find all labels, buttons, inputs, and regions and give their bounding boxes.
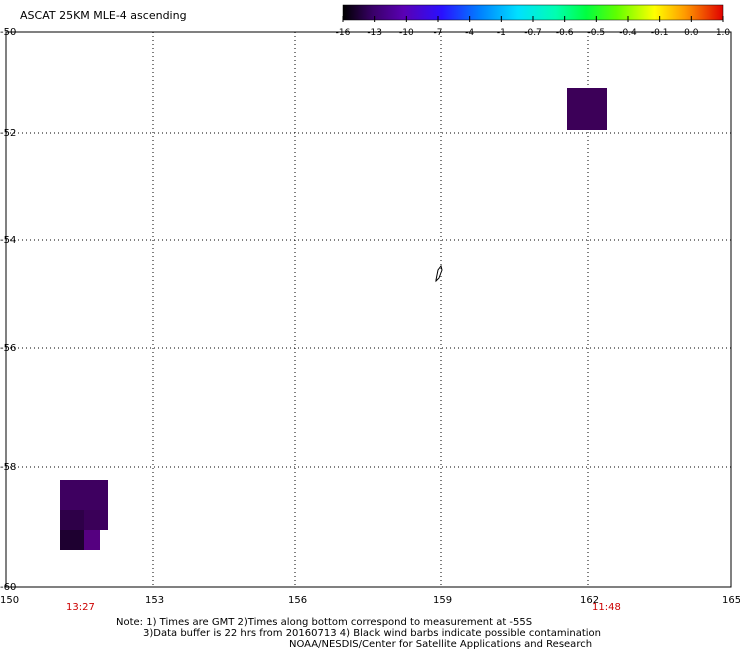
- lon-label: 162: [580, 595, 600, 606]
- colorbar-tick-label: 0.0: [684, 28, 699, 38]
- data-cell: [84, 510, 100, 530]
- lon-label: 150: [0, 595, 20, 606]
- lon-label: 156: [288, 595, 308, 606]
- lat-label: -54: [0, 235, 17, 246]
- grid-lines: [6, 32, 731, 587]
- colorbar-tick-label: -1: [497, 28, 506, 38]
- colorbar: -16 -13 -10 -7 -4 -1 -0.7 -0.6 -0.5 -0.4 -0.1 0.0 1.…: [336, 4, 731, 38]
- lat-label: -50: [0, 27, 17, 38]
- wind-data-cells: [60, 88, 607, 550]
- colorbar-tick-label: -0.7: [524, 28, 542, 38]
- colorbar-tick-label: -0.6: [556, 28, 574, 38]
- colorbar-tick-label: -10: [399, 28, 414, 38]
- note-line-3: NOAA/NESDIS/Center for Satellite Applica…: [289, 639, 593, 650]
- lat-label: -56: [0, 343, 17, 354]
- colorbar-tick-label: -0.4: [619, 28, 637, 38]
- time-label: 13:27: [66, 602, 95, 613]
- data-cell: [567, 88, 607, 130]
- lat-label: -52: [0, 128, 17, 139]
- data-cell: [84, 530, 100, 550]
- note-line-1: Note: 1) Times are GMT 2)Times along bot…: [116, 617, 533, 628]
- note-line-2: 3)Data buffer is 22 hrs from 20160713 4)…: [143, 628, 601, 639]
- lat-label: -58: [0, 462, 17, 473]
- lat-label: -60: [0, 582, 17, 593]
- colorbar-tick-label: -4: [465, 28, 474, 38]
- wind-barb-marker: [435, 264, 443, 283]
- map-frame: [5, 31, 732, 588]
- lon-label: 159: [433, 595, 453, 606]
- colorbar-tick-label: -16: [336, 28, 351, 38]
- colorbar-ticks: -16 -13 -10 -7 -4 -1 -0.7 -0.6 -0.5 -0.4 -0.1 0.0 1.…: [336, 16, 731, 38]
- lon-label: 153: [145, 595, 165, 606]
- colorbar-tick-label: -7: [434, 28, 443, 38]
- data-cell: [60, 530, 84, 550]
- colorbar-tick-label: -0.1: [651, 28, 669, 38]
- colorbar-tick-label: -0.5: [588, 28, 606, 38]
- lon-label: 165: [722, 595, 740, 606]
- map-title: ASCAT 25KM MLE-4 ascending: [20, 9, 187, 22]
- time-label: 11:48: [592, 602, 621, 613]
- colorbar-tick-label: 1.0: [716, 28, 731, 38]
- colorbar-tick-label: -13: [367, 28, 382, 38]
